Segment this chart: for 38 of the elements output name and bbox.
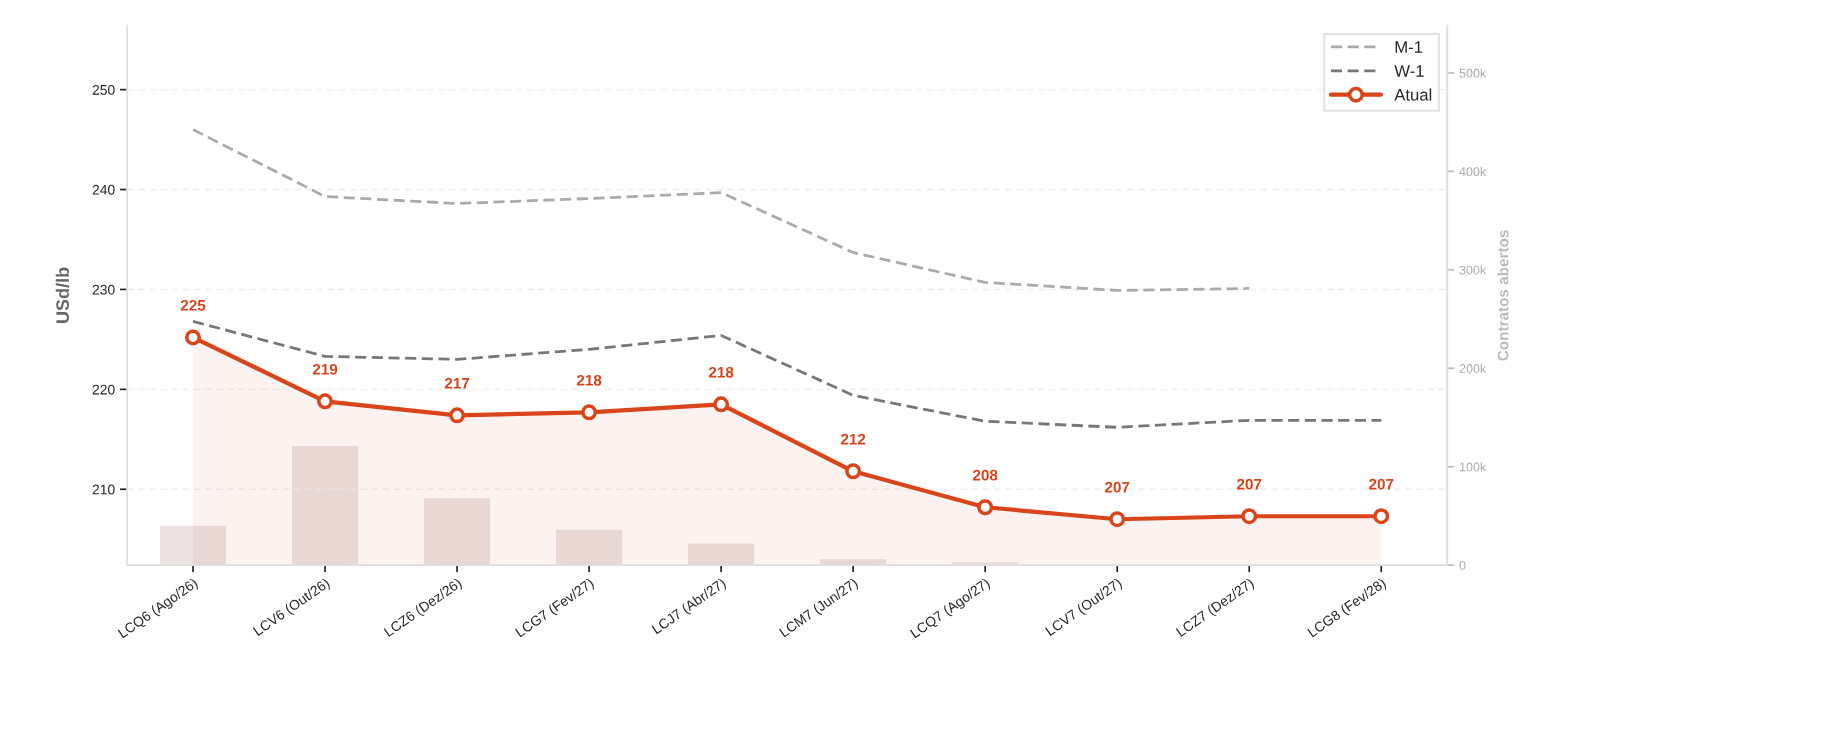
y-tick-label: 230	[92, 284, 115, 295]
y2-tick-label: 200k	[1459, 363, 1487, 373]
point	[317, 393, 334, 410]
y2-tick-label: 0	[1459, 560, 1466, 570]
legend-label: W-1	[1394, 65, 1424, 77]
y-axis-title: USd/lb	[55, 267, 70, 323]
point	[845, 463, 862, 480]
data-label: 207	[1104, 481, 1130, 493]
point	[977, 499, 994, 516]
data-label: 207	[1369, 478, 1394, 490]
data-label: 219	[312, 363, 338, 375]
data-label: 225	[180, 299, 206, 311]
point	[1109, 511, 1126, 528]
data-label: 218	[708, 366, 734, 378]
y2-tick-label: 500k	[1459, 68, 1487, 78]
legend-label: M-1	[1395, 41, 1423, 53]
data-label: 208	[972, 469, 998, 481]
line-series	[191, 128, 1251, 292]
point	[449, 407, 466, 424]
data-label: 217	[444, 377, 470, 389]
point	[1373, 508, 1390, 525]
line-series	[191, 320, 1383, 429]
y2-tick-label: 300k	[1459, 265, 1487, 275]
point	[185, 329, 202, 346]
y2-tick-label: 400k	[1459, 166, 1487, 177]
point	[1241, 508, 1258, 525]
data-label: 218	[576, 374, 602, 386]
y-tick-label: 220	[92, 384, 115, 395]
data-label: 212	[840, 433, 866, 445]
y2-tick-label: 100k	[1460, 462, 1487, 472]
y-tick-label: 210	[92, 484, 115, 495]
y2-axis-title: Contratos abertos	[1497, 230, 1509, 361]
point	[581, 404, 598, 421]
point	[713, 396, 730, 413]
y-tick-label: 240	[92, 184, 115, 195]
data-label: 207	[1237, 478, 1262, 490]
legend-label: Atual	[1394, 88, 1432, 101]
y-tick-label: 250	[92, 84, 115, 95]
